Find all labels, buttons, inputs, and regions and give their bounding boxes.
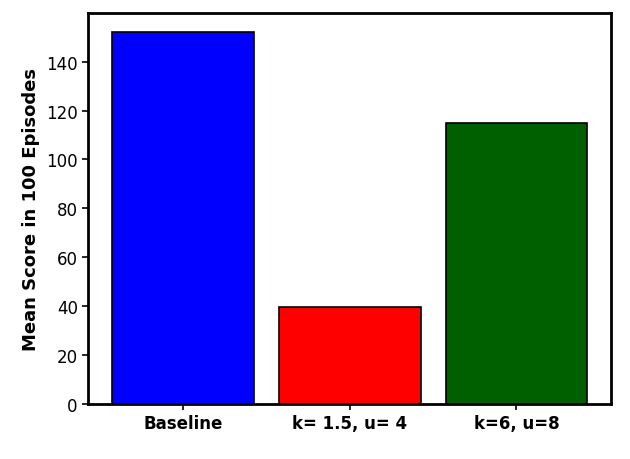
Bar xyxy=(278,308,421,404)
Bar xyxy=(445,123,587,404)
Bar xyxy=(112,34,254,404)
Y-axis label: Mean Score in 100 Episodes: Mean Score in 100 Episodes xyxy=(23,67,40,350)
